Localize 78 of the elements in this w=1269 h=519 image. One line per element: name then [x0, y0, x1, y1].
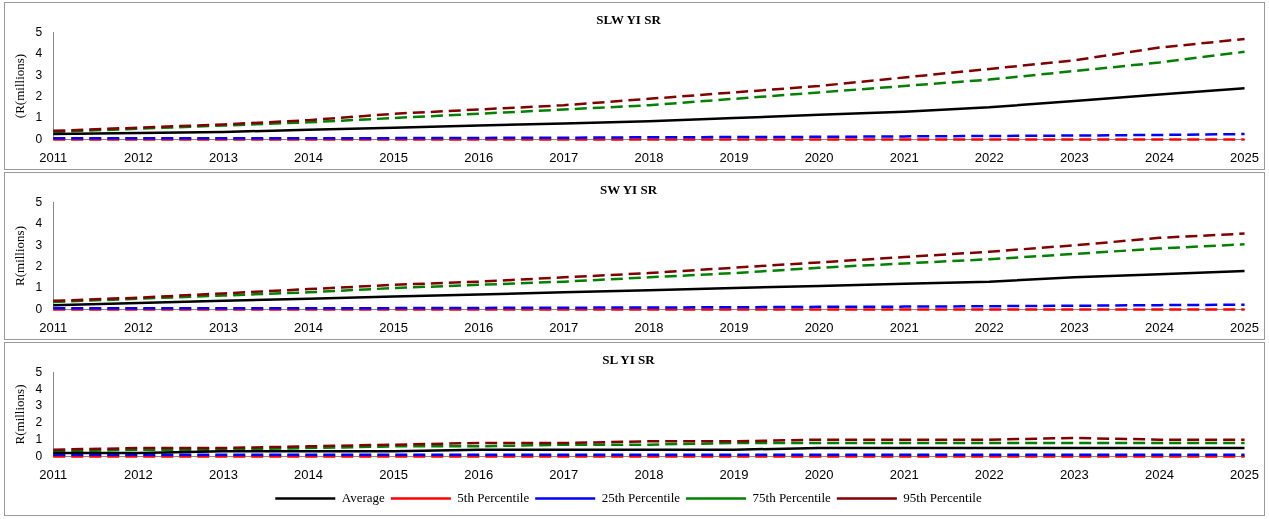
- y-axis-title: R(millions): [12, 226, 28, 286]
- x-tick-label: 2025: [1230, 319, 1259, 335]
- x-tick-label: 2020: [804, 319, 834, 335]
- x-tick-label: 2022: [974, 466, 1004, 482]
- x-tick-label: 2014: [294, 149, 324, 165]
- x-tick-label: 2019: [719, 319, 749, 335]
- chart-title: SL YI SR: [602, 352, 656, 368]
- x-tick-label: 2015: [379, 466, 409, 482]
- x-tick-label: 2013: [208, 466, 238, 482]
- x-tick-label: 2024: [1144, 466, 1174, 482]
- legend-label: 95th Percentile: [903, 489, 982, 505]
- x-tick-label: 2025: [1230, 149, 1259, 165]
- x-tick-label: 2025: [1230, 466, 1259, 482]
- x-tick-label: 2019: [719, 466, 749, 482]
- x-tick-label: 2011: [39, 149, 68, 165]
- y-axis-title: R(millions): [12, 384, 28, 445]
- x-tick-label: 2013: [208, 319, 238, 335]
- y-tick-label: 2: [35, 258, 43, 273]
- x-tick-label: 2016: [464, 319, 494, 335]
- x-tick-label: 2018: [634, 319, 664, 335]
- chart-title: SW YI SR: [599, 182, 658, 198]
- x-tick-label: 2023: [1059, 319, 1089, 335]
- y-tick-label: 0: [35, 301, 43, 316]
- y-tick-label: 1: [35, 110, 43, 125]
- x-tick-label: 2023: [1059, 149, 1089, 165]
- x-tick-label: 2022: [974, 149, 1004, 165]
- x-tick-label: 2021: [889, 319, 919, 335]
- x-tick-label: 2012: [123, 466, 153, 482]
- x-tick-label: 2021: [889, 466, 919, 482]
- y-tick-label: 4: [35, 381, 43, 396]
- line-series: [52, 243, 1246, 304]
- x-tick-label: 2024: [1144, 319, 1174, 335]
- y-tick-label: 5: [35, 194, 43, 209]
- x-tick-label: 2017: [549, 149, 579, 165]
- x-tick-label: 2011: [39, 466, 68, 482]
- y-tick-label: 5: [35, 24, 43, 39]
- x-tick-label: 2012: [123, 149, 153, 165]
- x-tick-label: 2014: [294, 319, 324, 335]
- x-tick-label: 2011: [39, 319, 68, 335]
- line-series: [52, 232, 1246, 303]
- x-tick-label: 2020: [804, 466, 834, 482]
- legend-label: Average: [341, 489, 386, 505]
- x-tick-label: 2024: [1144, 149, 1174, 165]
- y-tick-label: 1: [35, 280, 43, 295]
- x-tick-label: 2022: [974, 319, 1004, 335]
- x-tick-label: 2019: [719, 149, 749, 165]
- line-series: [52, 436, 1246, 451]
- y-tick-label: 4: [35, 216, 43, 231]
- legend-label: 25th Percentile: [601, 489, 681, 505]
- x-tick-label: 2018: [634, 466, 664, 482]
- y-axis-title: (R(millions): [12, 53, 28, 119]
- y-tick-label: 5: [35, 364, 43, 379]
- x-tick-label: 2018: [634, 149, 664, 165]
- x-tick-label: 2013: [208, 149, 238, 165]
- x-tick-label: 2015: [379, 149, 409, 165]
- x-tick-label: 2015: [379, 319, 409, 335]
- x-tick-label: 2017: [549, 319, 579, 335]
- legend-label: 75th Percentile: [752, 489, 832, 505]
- x-tick-label: 2020: [804, 149, 834, 165]
- y-tick-label: 3: [35, 67, 43, 82]
- legend-label: 5th Percentile: [457, 489, 530, 505]
- x-tick-label: 2023: [1059, 466, 1089, 482]
- line-series: [52, 441, 1246, 453]
- x-tick-label: 2014: [294, 466, 324, 482]
- y-tick-label: 0: [35, 448, 43, 463]
- y-tick-label: 2: [35, 88, 43, 103]
- x-tick-label: 2016: [464, 466, 494, 482]
- x-tick-label: 2012: [123, 319, 153, 335]
- x-tick-label: 2021: [889, 149, 919, 165]
- y-tick-label: 0: [35, 131, 43, 146]
- x-tick-label: 2016: [464, 149, 494, 165]
- y-tick-label: 2: [35, 415, 43, 430]
- y-tick-label: 4: [35, 46, 43, 61]
- x-tick-label: 2017: [549, 466, 579, 482]
- chart-title: SLW YI SR: [596, 12, 662, 28]
- y-tick-label: 3: [35, 237, 43, 252]
- y-tick-label: 1: [35, 431, 43, 446]
- y-tick-label: 3: [35, 398, 43, 413]
